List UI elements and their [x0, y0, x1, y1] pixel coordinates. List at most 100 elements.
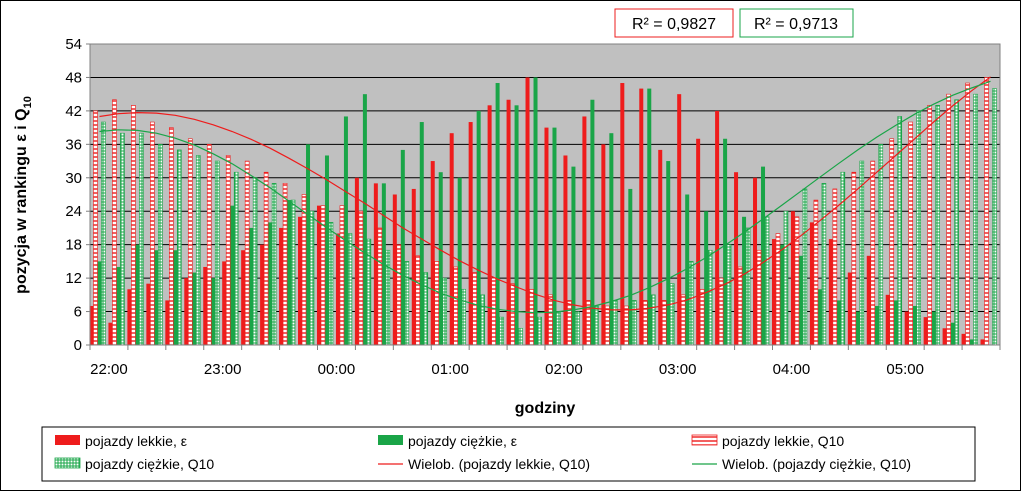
y-tick-label: 24 [65, 203, 82, 220]
bar-heavy-q10 [252, 177, 258, 346]
bar-light-q10 [339, 205, 345, 346]
bar-heavy-q10 [973, 93, 978, 346]
bar-light-q10 [624, 305, 629, 346]
bar-heavy-eps [931, 311, 936, 345]
y-tick-label: 54 [65, 36, 82, 53]
bar-light-eps [392, 194, 397, 345]
r2-box-red [614, 8, 734, 38]
bar-heavy-eps [287, 200, 292, 345]
bar-light-eps [373, 183, 378, 345]
bar-light-eps [620, 83, 625, 345]
bar-light-q10 [794, 216, 800, 346]
y-tick-label: 6 [74, 304, 82, 321]
bar-heavy-eps [704, 211, 709, 345]
bar-heavy-eps [173, 250, 178, 345]
bar-heavy-eps [419, 122, 424, 345]
bar-heavy-eps [590, 99, 595, 345]
legend: pojazdy lekkie, ε pojazdy ciężkie, ε pojaz… [54, 433, 911, 472]
bar-light-eps [980, 339, 985, 345]
bar-heavy-eps [685, 194, 690, 345]
bar-heavy-eps [969, 339, 974, 345]
bar-heavy-q10 [233, 171, 239, 346]
bar-light-q10 [396, 244, 402, 346]
bar-light-q10 [529, 288, 534, 346]
bar-light-q10 [908, 121, 913, 346]
bar-heavy-q10 [461, 288, 466, 346]
bar-light-q10 [131, 105, 136, 346]
bar-light-eps [658, 149, 663, 345]
bar-heavy-q10 [632, 300, 637, 346]
bar-light-eps [146, 283, 151, 345]
bar-light-q10 [680, 294, 686, 346]
bar-light-eps [430, 161, 435, 345]
bar-light-q10 [567, 300, 572, 346]
bar-light-eps [184, 278, 189, 345]
bar-light-q10 [169, 127, 174, 346]
bar-heavy-q10 [992, 88, 997, 346]
bar-light-q10 [642, 300, 648, 346]
bar-light-eps [771, 239, 776, 345]
bar-heavy-eps [950, 322, 955, 345]
bar-light-q10 [377, 227, 383, 346]
y-tick-label: 12 [65, 270, 82, 287]
bar-heavy-eps [874, 305, 879, 345]
legend-label: pojazdy lekkie, Q10 [722, 433, 844, 449]
bar-light-eps [923, 317, 928, 345]
y-tick-label: 0 [74, 337, 82, 354]
bar-light-eps [601, 144, 606, 345]
x-tick-label: 23:00 [204, 361, 242, 378]
bar-light-eps [487, 105, 492, 345]
x-tick-label: 04:00 [773, 361, 811, 378]
bar-heavy-eps [306, 144, 311, 345]
bar-heavy-q10 [669, 283, 675, 346]
bar-light-q10 [946, 93, 951, 346]
bar-light-q10 [965, 82, 970, 346]
bar-heavy-eps [571, 166, 576, 345]
bar-heavy-eps [836, 300, 841, 345]
bar-heavy-q10 [347, 233, 353, 346]
y-axis-title: pozycja w rankingu ε i Q10 [13, 96, 34, 294]
bar-light-q10 [510, 283, 515, 346]
bar-heavy-q10 [139, 132, 144, 346]
x-tick-label: 00:00 [318, 361, 356, 378]
bar-heavy-eps [779, 244, 784, 345]
r2-green-label: R² = 0,9713 [754, 16, 838, 33]
bar-heavy-q10 [442, 277, 448, 346]
bar-heavy-eps [97, 261, 102, 345]
bar-light-q10 [93, 110, 98, 346]
bar-heavy-q10 [214, 160, 220, 346]
bar-light-q10 [832, 188, 838, 346]
bar-heavy-q10 [954, 99, 959, 346]
bar-light-eps [279, 227, 284, 345]
y-tick-label: 36 [65, 136, 82, 153]
trendlines [99, 76, 991, 314]
bar-heavy-eps [400, 149, 405, 345]
bar-light-q10 [187, 138, 193, 346]
bar-light-eps [734, 172, 739, 345]
bar-light-eps [677, 94, 682, 346]
bar-light-eps [449, 133, 454, 345]
bar-heavy-eps [495, 83, 500, 345]
bar-heavy-eps [912, 305, 917, 345]
bar-heavy-q10 [916, 110, 921, 346]
bar-light-q10 [112, 99, 117, 346]
bar-heavy-q10 [878, 144, 884, 346]
bar-light-q10 [301, 194, 307, 346]
bar-heavy-eps [116, 266, 121, 345]
bar-heavy-q10 [385, 249, 391, 346]
bar-light-q10 [548, 294, 553, 346]
legend-label: pojazdy ciężkie, Q10 [85, 456, 214, 472]
bar-light-q10 [453, 266, 458, 346]
bar-heavy-eps [761, 166, 766, 345]
legend-swatch [54, 457, 81, 469]
legend-box [41, 426, 976, 482]
bar-heavy-q10 [726, 244, 732, 346]
bar-heavy-q10 [821, 183, 827, 346]
bar-light-eps [506, 99, 511, 345]
bar-heavy-q10 [177, 149, 182, 346]
trendline-heavy-q10 [99, 80, 991, 314]
bar-heavy-eps [438, 172, 443, 345]
bar-light-eps [354, 177, 359, 345]
